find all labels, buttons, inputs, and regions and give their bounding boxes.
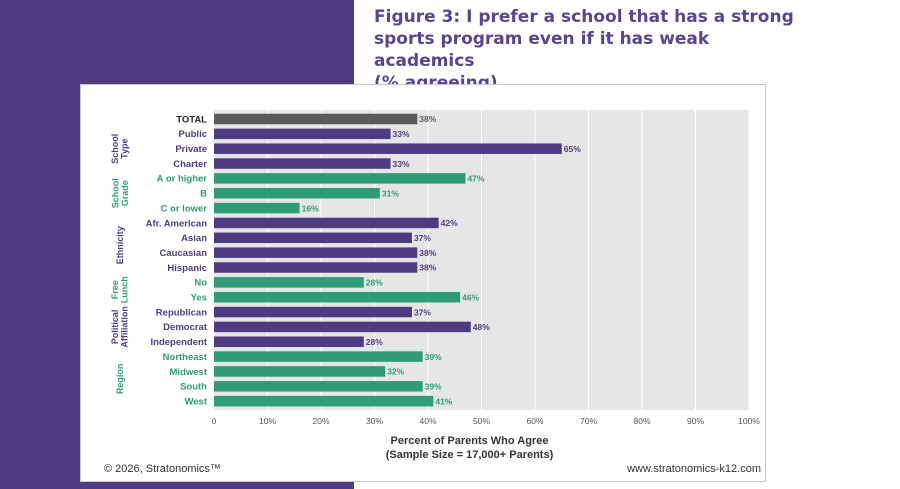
x-tick-label: 0 (212, 416, 217, 426)
value-label: 16% (302, 203, 319, 213)
bar (214, 321, 471, 333)
bar (214, 188, 380, 199)
category-label: Independent (151, 337, 208, 348)
x-axis-title: Percent of Parents Who Agree (391, 435, 549, 447)
value-label: 38% (419, 248, 436, 258)
category-label: Charter (173, 159, 207, 170)
value-label: 38% (419, 263, 436, 273)
bar (214, 306, 412, 318)
bar-chart: 0 10% 20% 30% 40% 50% 60% 70% 80% 90% 100% TOTAL 38%… (110, 110, 760, 461)
figure-title: Figure 3: I prefer a school that has a s… (374, 6, 794, 94)
value-label: 48% (473, 322, 490, 332)
chart-card: 0 10% 20% 30% 40% 50% 60% 70% 80% 90% 100% TOTAL 38%… (80, 84, 766, 482)
category-label: South (180, 382, 207, 393)
bar (214, 173, 466, 184)
x-tick-label: 80% (633, 416, 650, 426)
value-label: 32% (387, 367, 404, 377)
bar (214, 336, 364, 347)
bar (214, 291, 461, 303)
category-label: Hispanic (167, 263, 207, 274)
bar (214, 262, 418, 273)
group-label: School (110, 134, 120, 164)
category-label: Midwest (170, 367, 208, 378)
category-label: Asian (181, 233, 207, 244)
value-label: 31% (382, 188, 399, 198)
value-label: 39% (425, 382, 442, 392)
group-label: Affiliation (120, 306, 130, 348)
category-label: Northeast (163, 352, 208, 363)
value-label: 37% (414, 307, 431, 317)
category-label: A or higher (157, 174, 208, 185)
group-label: Lunch (120, 276, 130, 303)
category-label: Public (178, 129, 207, 140)
bar (214, 113, 418, 125)
x-tick-label: 100% (738, 416, 760, 426)
category-label: B (200, 189, 207, 200)
category-label: Afr. American (146, 218, 208, 229)
value-label: 28% (366, 337, 383, 347)
category-label: West (184, 396, 207, 407)
bar (214, 381, 423, 392)
bar (214, 351, 423, 362)
bar (214, 128, 391, 140)
x-tick-label: 30% (366, 416, 383, 426)
value-label: 33% (393, 129, 410, 139)
bar (214, 217, 439, 229)
group-label: Political (110, 310, 120, 345)
bar (214, 395, 434, 407)
value-label: 39% (425, 352, 442, 362)
bar (214, 143, 562, 154)
x-tick-label: 60% (526, 416, 543, 426)
x-tick-label: 50% (473, 416, 490, 426)
x-tick-label: 40% (419, 416, 436, 426)
figure-title-line-2: sports program even if it has weak acade… (374, 29, 710, 71)
bar (214, 158, 391, 169)
value-label: 65% (564, 144, 581, 154)
value-label: 47% (467, 174, 484, 184)
value-label: 42% (441, 218, 458, 228)
group-label: Grade (120, 180, 130, 206)
bar (214, 366, 386, 377)
group-label: Type (120, 139, 130, 159)
group-label: School (110, 178, 120, 208)
category-label: Democrat (163, 322, 208, 333)
value-label: 37% (414, 233, 431, 243)
category-label: C or lower (161, 203, 208, 214)
x-tick-label: 70% (580, 416, 597, 426)
category-label: Republican (156, 307, 207, 318)
x-tick-label: 90% (687, 416, 704, 426)
bar (214, 232, 412, 244)
copyright-text: © 2026, Stratonomics™ (104, 463, 221, 475)
x-tick-label: 10% (259, 416, 276, 426)
x-axis-subtitle: (Sample Size = 17,000+ Parents) (386, 449, 554, 461)
bar (214, 277, 364, 288)
bar (214, 202, 300, 214)
x-tick-label: 20% (312, 416, 329, 426)
value-label: 38% (419, 114, 436, 124)
group-label: Region (115, 364, 125, 395)
category-label: TOTAL (176, 114, 207, 125)
website-text: www.stratonomics-k12.com (627, 463, 761, 475)
value-label: 41% (435, 396, 452, 406)
category-label: Private (175, 144, 207, 155)
value-label: 46% (462, 292, 479, 302)
group-label: Ethnicity (115, 226, 125, 264)
value-label: 33% (393, 159, 410, 169)
value-label: 28% (366, 278, 383, 288)
category-label: Caucasian (159, 248, 207, 259)
bar (214, 247, 418, 258)
figure-title-line-1: Figure 3: I prefer a school that has a s… (374, 7, 794, 27)
category-label: No (194, 278, 207, 289)
group-label: Free (110, 280, 120, 299)
category-label: Yes (191, 293, 207, 304)
